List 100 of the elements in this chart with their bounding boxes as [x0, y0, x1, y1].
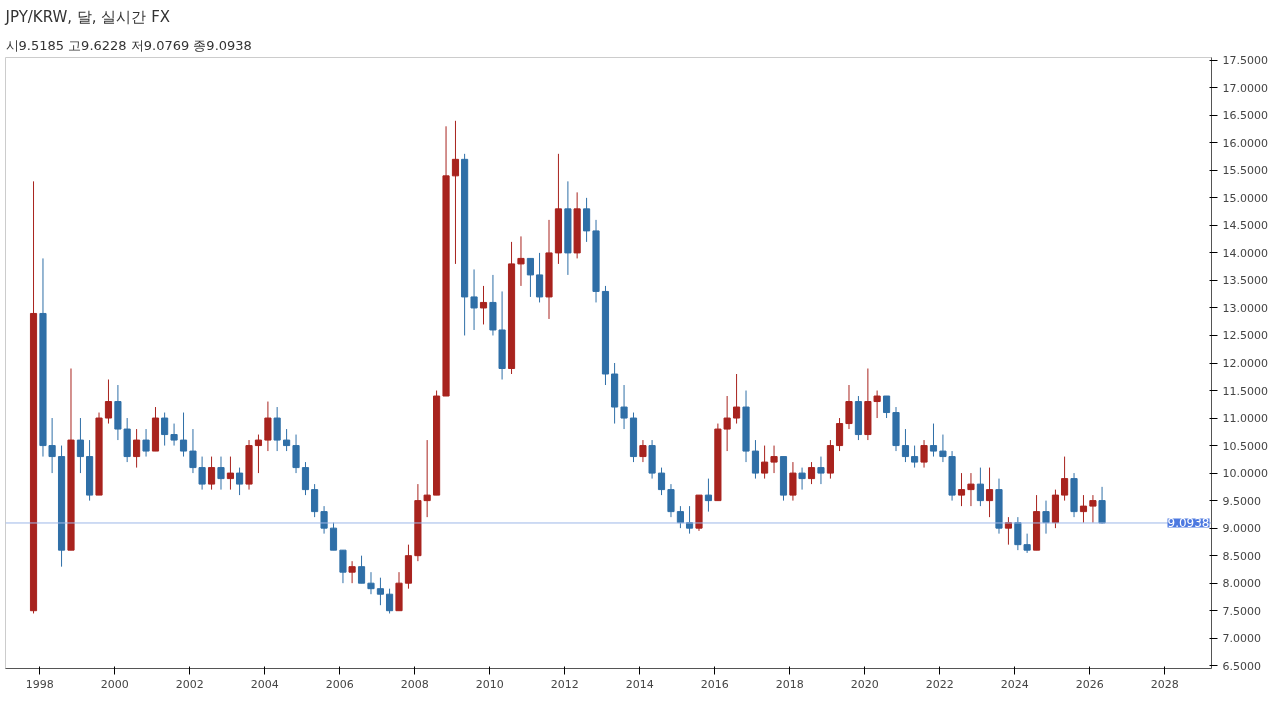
y-tick-label: 10.0000 [1222, 467, 1268, 481]
candlestick [835, 417, 844, 452]
candlestick [385, 588, 394, 614]
candlestick [1014, 516, 1022, 551]
candlestick [798, 467, 806, 491]
candlestick [1089, 494, 1097, 524]
x-tick-label: 1998 [25, 677, 54, 691]
candlestick [845, 384, 853, 430]
x-tick-label: 2026 [1075, 677, 1104, 691]
candlestick [957, 472, 966, 507]
candlestick [301, 461, 310, 496]
candlestick [657, 467, 666, 496]
candlestick [807, 461, 816, 485]
candlestick [367, 571, 375, 595]
x-tick-label: 2028 [1150, 677, 1179, 691]
candlestick [76, 417, 85, 474]
candlestick [1098, 486, 1106, 525]
candlestick [273, 406, 281, 452]
y-tick-label: 8.0000 [1222, 577, 1261, 591]
x-tick-label: 2018 [775, 677, 804, 691]
candlestick [311, 483, 319, 518]
candlestick [320, 505, 328, 535]
candlestick [254, 434, 263, 474]
y-tick-label: 6.5000 [1222, 659, 1261, 673]
x-tick-label: 2022 [925, 677, 954, 691]
candlestick [967, 472, 975, 507]
candlestick [732, 373, 741, 425]
candlestick [1061, 456, 1069, 502]
y-tick-label: 7.0000 [1222, 632, 1261, 646]
y-tick-label: 14.0000 [1222, 246, 1268, 260]
candlestick [104, 379, 113, 425]
x-tick-label: 2016 [700, 677, 729, 691]
candlestick [901, 428, 910, 463]
candlestick [789, 461, 797, 502]
candlestick [676, 505, 684, 529]
x-tick-label: 2014 [625, 677, 654, 691]
candlestick [723, 395, 731, 452]
candlestick [329, 522, 338, 551]
y-tick-label: 15.0000 [1222, 191, 1268, 205]
y-tick-label: 15.5000 [1222, 164, 1268, 178]
candlestick [217, 456, 225, 491]
y-tick-label: 17.5000 [1222, 54, 1268, 68]
y-tick-label: 7.5000 [1222, 604, 1261, 618]
y-tick-label: 8.5000 [1222, 549, 1261, 563]
y-tick-label: 17.0000 [1222, 81, 1268, 95]
candlestick [236, 467, 244, 496]
candlestick [761, 445, 769, 480]
x-tick-label: 2004 [250, 677, 279, 691]
x-tick-label: 2000 [100, 677, 129, 691]
candlestick [1042, 500, 1050, 535]
candlestick [207, 456, 216, 491]
ref-line-label: 9.0938 [1167, 516, 1210, 531]
candlestick [882, 395, 891, 419]
y-tick-label: 12.5000 [1222, 329, 1268, 343]
x-tick-label: 2008 [400, 677, 429, 691]
candlestick [470, 268, 478, 331]
y-tick-label: 13.0000 [1222, 301, 1268, 315]
candlestick [161, 412, 169, 447]
y-tick-label: 12.0000 [1222, 357, 1268, 370]
chart-subtitle: 시9.5185 고9.6228 저9.0769 종9.0938 [5, 37, 252, 53]
candlestick [985, 467, 994, 518]
candlestick [283, 428, 291, 452]
y-tick-label: 16.5000 [1222, 109, 1268, 123]
candlestick [179, 412, 188, 458]
candlestick [817, 456, 825, 485]
candlestick [920, 439, 928, 469]
candlestick [911, 445, 919, 469]
x-tick-label: 2010 [475, 677, 504, 691]
candlestick [133, 428, 141, 469]
candlestick [170, 423, 178, 447]
candlestick [517, 235, 525, 287]
candlestick [535, 252, 544, 303]
candlestick [639, 439, 647, 463]
candlestick [526, 257, 534, 298]
candlestick [142, 428, 150, 458]
y-tick-label: 9.5000 [1222, 494, 1261, 508]
candlestick [620, 384, 628, 430]
candlestick [226, 456, 235, 491]
candlestick [770, 445, 778, 474]
candlestick [667, 483, 675, 518]
x-tick-label: 2012 [550, 677, 579, 691]
x-tick-label: 2006 [325, 677, 354, 691]
candlestick [264, 401, 272, 452]
candlestick [1079, 494, 1088, 524]
candlestick [479, 285, 488, 325]
candlestick [583, 197, 591, 243]
candlestick [976, 467, 984, 507]
y-tick-label: 9.0000 [1222, 522, 1261, 536]
x-tick-label: 2020 [850, 677, 879, 691]
y-tick-label: 10.5000 [1222, 439, 1268, 453]
candlestick [751, 439, 760, 480]
y-tick-label: 14.5000 [1222, 219, 1268, 233]
candlestick [451, 120, 460, 265]
y-tick-label: 11.0000 [1222, 412, 1268, 426]
x-tick-label: 2024 [1000, 677, 1029, 691]
candlestick [292, 434, 300, 474]
candlestick [357, 555, 366, 584]
candlestick [376, 577, 385, 606]
x-tick-label: 2002 [175, 677, 204, 691]
candlestick [1023, 533, 1031, 554]
